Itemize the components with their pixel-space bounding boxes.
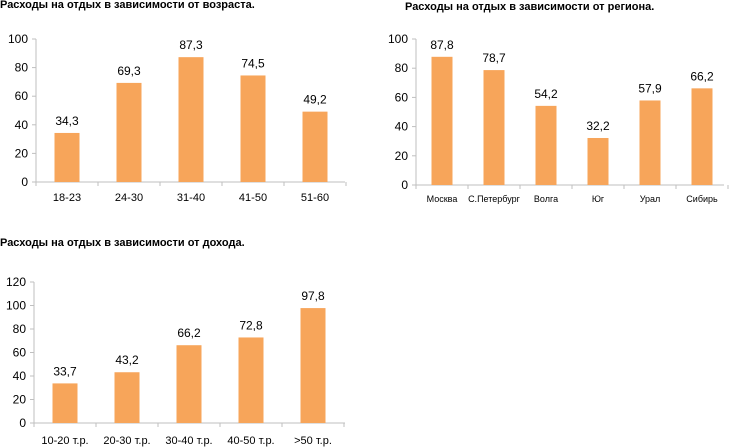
chart-title: Расходы на отдых в зависимости от дохода… xyxy=(0,237,245,249)
x-tick-label: 41-50 xyxy=(239,192,267,204)
data-label: 74,5 xyxy=(241,56,265,70)
x-tick-label: Москва xyxy=(427,194,458,204)
data-label: 66,2 xyxy=(177,326,201,340)
bar-Урал xyxy=(639,100,661,185)
bar-20-30 т.р. xyxy=(114,372,140,423)
y-tick-label: 100 xyxy=(8,32,28,46)
data-label: 97,8 xyxy=(301,289,325,303)
data-label: 78,7 xyxy=(482,51,506,65)
bar-40-50 т.р. xyxy=(238,337,264,423)
y-tick-label: 60 xyxy=(395,90,409,104)
x-tick-label: С.Петербург xyxy=(468,194,521,204)
x-tick-label: Юг xyxy=(592,194,605,204)
bar-30-40 т.р. xyxy=(176,345,202,423)
bar-31-40 xyxy=(178,57,204,183)
x-tick-label: >50 т.р. xyxy=(294,435,332,447)
x-tick-label: 20-30 т.р. xyxy=(103,435,150,447)
chart-1: Расходы на отдых в зависимости от возрас… xyxy=(0,0,347,204)
bar-41-50 xyxy=(240,75,266,182)
y-tick-label: 20 xyxy=(13,393,27,407)
data-label: 87,8 xyxy=(430,38,454,52)
data-label: 66,2 xyxy=(690,69,714,83)
y-tick-label: 80 xyxy=(395,61,409,75)
y-tick-label: 100 xyxy=(6,299,26,313)
y-tick-label: 40 xyxy=(395,120,409,134)
bar-24-30 xyxy=(116,82,142,182)
chart-title: Расходы на отдых в зависимости от регион… xyxy=(405,1,654,13)
y-tick-label: 120 xyxy=(6,275,26,289)
y-tick-label: 40 xyxy=(13,369,27,383)
x-tick-label: 18-23 xyxy=(53,192,81,204)
data-label: 32,2 xyxy=(586,119,610,133)
x-tick-label: 24-30 xyxy=(115,192,143,204)
x-tick-label: Урал xyxy=(640,194,661,204)
bar-Москва xyxy=(431,56,453,186)
y-tick-label: 80 xyxy=(13,322,27,336)
x-tick-label: Сибирь xyxy=(686,194,718,204)
x-tick-label: 31-40 xyxy=(177,192,205,204)
data-label: 72,8 xyxy=(239,318,263,332)
chart-3: Расходы на отдых в зависимости от дохода… xyxy=(0,237,345,447)
chart-2: Расходы на отдых в зависимости от регион… xyxy=(388,1,729,204)
y-tick-label: 0 xyxy=(21,175,28,189)
x-tick-label: Волга xyxy=(534,194,558,204)
y-tick-label: 20 xyxy=(395,149,409,163)
y-tick-label: 40 xyxy=(15,118,29,132)
x-tick-label: 40-50 т.р. xyxy=(227,435,274,447)
data-label: 49,2 xyxy=(303,93,327,107)
data-label: 34,3 xyxy=(55,114,79,128)
x-tick-label: 51-60 xyxy=(301,192,329,204)
bar-10-20 т.р. xyxy=(52,383,78,423)
y-tick-label: 0 xyxy=(19,416,26,430)
bar-51-60 xyxy=(302,111,328,182)
data-label: 43,2 xyxy=(115,353,139,367)
bar-Волга xyxy=(535,105,557,185)
y-tick-label: 100 xyxy=(388,32,408,46)
y-tick-label: 0 xyxy=(401,178,408,192)
data-label: 33,7 xyxy=(53,364,77,378)
y-tick-label: 60 xyxy=(15,89,29,103)
data-label: 69,3 xyxy=(117,64,141,78)
bar-С.Петербург xyxy=(483,70,505,185)
data-label: 57,9 xyxy=(638,81,662,95)
y-tick-label: 80 xyxy=(15,61,29,75)
x-tick-label: 30-40 т.р. xyxy=(165,435,212,447)
y-tick-label: 20 xyxy=(15,146,29,160)
data-label: 54,2 xyxy=(534,87,558,101)
bar-Юг xyxy=(587,137,609,185)
bar-Сибирь xyxy=(691,88,713,185)
y-tick-label: 60 xyxy=(13,346,27,360)
bar->50 т.р. xyxy=(300,308,326,423)
data-label: 87,3 xyxy=(179,38,203,52)
bar-18-23 xyxy=(54,132,80,182)
x-tick-label: 10-20 т.р. xyxy=(41,435,88,447)
chart-title: Расходы на отдых в зависимости от возрас… xyxy=(0,0,255,11)
